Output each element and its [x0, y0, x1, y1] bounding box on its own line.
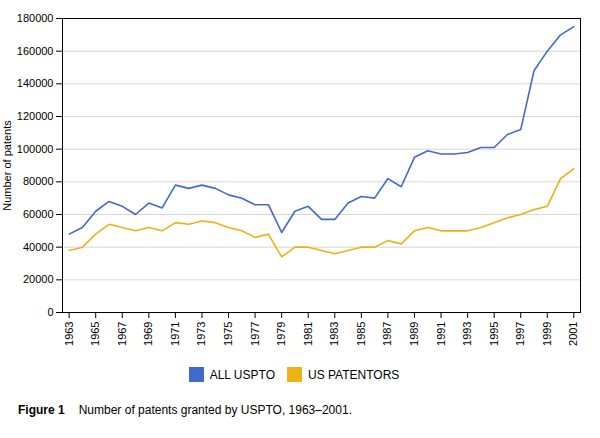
- svg-text:20000: 20000: [23, 273, 54, 285]
- svg-text:1979: 1979: [275, 322, 287, 346]
- svg-text:180000: 180000: [17, 12, 54, 24]
- svg-text:1995: 1995: [488, 322, 500, 346]
- svg-text:60000: 60000: [23, 208, 54, 220]
- svg-text:2001: 2001: [567, 322, 579, 346]
- svg-text:120000: 120000: [17, 110, 54, 122]
- svg-text:1983: 1983: [328, 322, 340, 346]
- svg-text:0: 0: [47, 306, 53, 318]
- svg-text:1973: 1973: [195, 322, 207, 346]
- svg-text:Number of patents: Number of patents: [1, 120, 13, 211]
- svg-text:1991: 1991: [435, 322, 447, 346]
- svg-text:140000: 140000: [17, 77, 54, 89]
- svg-text:40000: 40000: [23, 241, 54, 253]
- svg-text:160000: 160000: [17, 45, 54, 57]
- html-text:Number of patents granted by U: Number of patents granted by USPTO, 1963…: [78, 403, 352, 417]
- svg-text:1971: 1971: [169, 322, 181, 346]
- svg-text:80000: 80000: [23, 175, 54, 187]
- svg-text:1967: 1967: [116, 322, 128, 346]
- svg-text:1999: 1999: [541, 322, 553, 346]
- svg-text:1981: 1981: [302, 322, 314, 346]
- html-text:Figure 1: Figure 1: [18, 403, 65, 417]
- svg-text:1985: 1985: [355, 322, 367, 346]
- svg-text:1993: 1993: [461, 322, 473, 346]
- html-text:ALL USPTO: ALL USPTO: [209, 367, 275, 382]
- svg-text:1977: 1977: [249, 322, 261, 346]
- html-text:US PATENTORS: US PATENTORS: [308, 367, 400, 382]
- svg-text:100000: 100000: [17, 143, 54, 155]
- svg-text:1987: 1987: [381, 322, 393, 346]
- svg-text:1969: 1969: [142, 322, 154, 346]
- svg-text:1989: 1989: [408, 322, 420, 346]
- svg-text:1997: 1997: [514, 322, 526, 346]
- svg-text:1975: 1975: [222, 322, 234, 346]
- svg-text:1965: 1965: [89, 322, 101, 346]
- svg-text:1963: 1963: [63, 322, 75, 346]
